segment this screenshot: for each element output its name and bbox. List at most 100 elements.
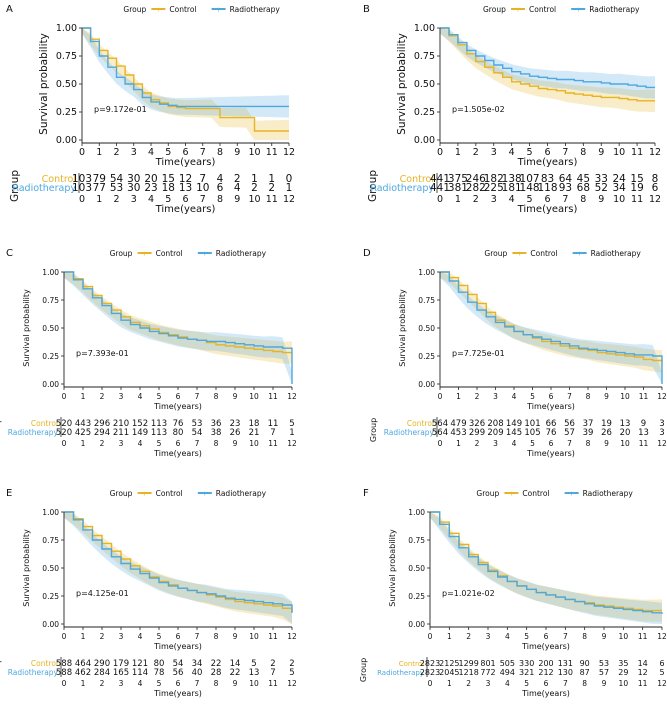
legend-entry-control: Control <box>530 249 557 258</box>
risk-count: 37 <box>583 419 594 429</box>
risk-x-tick-label: 5 <box>165 194 171 205</box>
risk-x-tick-label: 1 <box>456 439 461 448</box>
x-tick-label: 4 <box>505 632 510 641</box>
risk-count: 105 <box>524 428 540 438</box>
x-axis-label: Time(years) <box>153 642 202 651</box>
x-tick-label: 7 <box>562 147 568 158</box>
legend-mark-control: + <box>509 490 514 498</box>
risk-x-tick-label: 2 <box>466 679 471 688</box>
risk-count: 211 <box>113 428 129 438</box>
survival-curve-radiotherapy <box>440 271 663 384</box>
risk-x-axis-label: Time(years) <box>521 689 570 698</box>
x-tick-label: 0 <box>438 392 443 401</box>
risk-count: 2 <box>270 659 275 669</box>
y-tick-label: 0.50 <box>42 324 59 333</box>
risk-x-tick-label: 7 <box>195 439 200 448</box>
risk-x-tick-label: 12 <box>283 194 295 205</box>
panel-a: A Group + Control + Radiotherapy Survival prob… <box>6 4 295 215</box>
risk-count: 181 <box>502 182 522 194</box>
x-axis-label: Time(years) <box>155 157 216 168</box>
legend: Group + Control + Radiotherapy <box>123 5 280 14</box>
risk-x-tick-label: 11 <box>639 439 649 448</box>
risk-count: 113 <box>151 419 167 429</box>
legend-entry-control: Control <box>169 5 196 14</box>
risk-count: 290 <box>94 659 110 669</box>
ci-band-control <box>440 28 655 112</box>
risk-count: 2 <box>251 182 258 194</box>
x-tick-label: 7 <box>200 147 206 158</box>
risk-x-tick-label: 2 <box>100 679 105 688</box>
y-axis-label: Survival probability <box>38 33 50 135</box>
risk-count: 152 <box>132 419 148 429</box>
x-tick-label: 4 <box>148 147 154 158</box>
risk-count: 80 <box>154 659 165 669</box>
risk-x-tick-label: 11 <box>268 439 278 448</box>
risk-count: 28 <box>211 668 222 678</box>
risk-row-name-radiotherapy: Radiotherapy <box>8 668 59 677</box>
risk-count: 138 <box>502 173 522 185</box>
x-tick-label: 2 <box>466 632 471 641</box>
legend-mark-control: + <box>515 6 520 14</box>
survival-curve-radiotherapy <box>440 27 655 89</box>
y-tick-label: 0.00 <box>42 380 59 389</box>
risk-count: 0 <box>286 173 293 185</box>
x-tick-label: 4 <box>509 147 515 158</box>
x-tick-label: 10 <box>248 147 260 158</box>
x-tick-label: 12 <box>287 392 297 401</box>
legend-entry-radiotherapy: Radiotherapy <box>583 489 634 498</box>
panel-label: E <box>6 488 12 499</box>
risk-count: 78 <box>154 668 165 678</box>
risk-x-tick-label: 2 <box>473 194 479 205</box>
risk-count: 22 <box>211 659 222 669</box>
y-axis-label: Survival probability <box>22 529 31 607</box>
risk-row-name-radiotherapy: Radiotherapy <box>370 183 434 194</box>
risk-x-tick-label: 5 <box>527 194 533 205</box>
risk-count: 20 <box>144 173 157 185</box>
risk-count: 1 <box>251 173 258 185</box>
risk-count: 1 <box>268 173 275 185</box>
risk-count: 4 <box>234 182 241 194</box>
x-tick-label: 1 <box>81 632 86 641</box>
risk-row-name-control: Control <box>42 174 76 185</box>
risk-x-tick-label: 10 <box>248 194 260 205</box>
x-tick-label: 6 <box>176 632 181 641</box>
x-tick-label: 4 <box>512 392 517 401</box>
risk-x-tick-label: 9 <box>604 439 609 448</box>
risk-count: 7 <box>270 668 275 678</box>
x-tick-label: 8 <box>217 147 223 158</box>
risk-count: 282 <box>466 182 486 194</box>
risk-x-tick-label: 4 <box>512 439 517 448</box>
y-tick-label: 1.00 <box>42 268 59 277</box>
risk-count: 76 <box>546 428 557 438</box>
x-tick-label: 6 <box>549 392 554 401</box>
x-axis-label: Time(years) <box>517 157 578 168</box>
risk-x-tick-label: 1 <box>81 679 86 688</box>
risk-count: 149 <box>132 428 148 438</box>
risk-x-tick-label: 8 <box>214 679 219 688</box>
risk-count: 52 <box>595 182 608 194</box>
risk-x-tick-label: 6 <box>549 439 554 448</box>
risk-x-tick-label: 5 <box>530 439 535 448</box>
risk-count: 9 <box>641 419 646 429</box>
risk-count: 21 <box>249 428 260 438</box>
y-tick-label: 0.75 <box>418 296 435 305</box>
risk-count: 330 <box>519 659 534 668</box>
risk-count: 14 <box>230 659 241 669</box>
x-tick-label: 6 <box>544 632 549 641</box>
risk-table-label: Group <box>367 170 379 202</box>
legend-mark-radiotherapy: + <box>202 490 207 498</box>
risk-count: 326 <box>469 419 485 429</box>
risk-count: 93 <box>559 182 572 194</box>
ci-band-radiotherapy <box>64 272 292 384</box>
risk-count: 53 <box>192 419 203 429</box>
risk-row-name-radiotherapy: Radiotherapy <box>8 428 59 437</box>
x-tick-label: 7 <box>563 632 568 641</box>
risk-count: 64 <box>559 173 573 185</box>
x-tick-label: 10 <box>249 632 259 641</box>
risk-x-tick-label: 10 <box>249 439 259 448</box>
risk-count: 520 <box>56 419 72 429</box>
x-tick-label: 11 <box>268 632 278 641</box>
risk-count: 5 <box>289 668 294 678</box>
x-tick-label: 1 <box>455 147 461 158</box>
y-tick-label: 0.25 <box>56 107 77 118</box>
